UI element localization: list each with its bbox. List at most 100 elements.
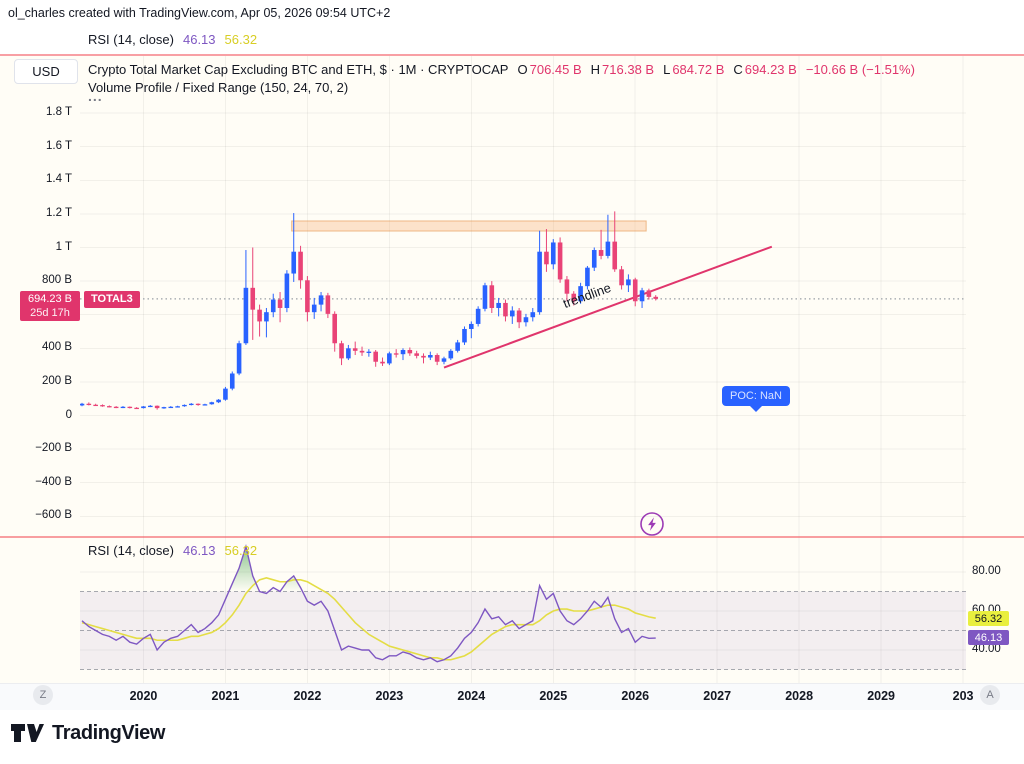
low-value: 684.72 B bbox=[672, 62, 725, 77]
lightning-button[interactable] bbox=[639, 511, 665, 537]
lightning-icon bbox=[640, 512, 664, 536]
candle-body bbox=[359, 350, 365, 353]
candle-body bbox=[346, 348, 351, 359]
tradingview-logo-text: TradingView bbox=[52, 721, 166, 744]
rsi-pane[interactable] bbox=[80, 544, 966, 670]
candle-body bbox=[646, 290, 652, 297]
scroll-right-badge[interactable]: A bbox=[980, 685, 1000, 705]
candle-body bbox=[434, 355, 440, 362]
candle-body bbox=[448, 350, 454, 359]
close-label: C bbox=[733, 62, 743, 77]
candle-body bbox=[441, 358, 447, 362]
candle-body bbox=[421, 355, 426, 358]
candle-body bbox=[564, 279, 570, 294]
candle-body bbox=[503, 302, 508, 317]
candle-body bbox=[407, 349, 413, 354]
candles bbox=[80, 211, 659, 410]
resistance-zone[interactable] bbox=[291, 220, 647, 232]
rsi-pane-value: 46.13 bbox=[182, 543, 216, 558]
candle-body bbox=[516, 310, 522, 323]
price-tick-label: 400 B bbox=[41, 341, 72, 354]
candle-body bbox=[270, 299, 276, 313]
candle-body bbox=[475, 308, 481, 324]
candle-body bbox=[496, 302, 501, 308]
candle-body bbox=[523, 317, 529, 323]
price-tick-label: −200 B bbox=[35, 442, 72, 455]
candle-body bbox=[612, 241, 618, 270]
symbol-title[interactable]: Crypto Total Market Cap Excluding BTC an… bbox=[88, 62, 509, 77]
volume-profile-legend[interactable]: Volume Profile / Fixed Range (150, 24, 7… bbox=[88, 80, 349, 95]
candle-body bbox=[209, 402, 215, 405]
candle-body bbox=[339, 343, 344, 359]
candle-body bbox=[455, 342, 460, 351]
attribution-text: ol_charles created with TradingView.com,… bbox=[8, 6, 391, 20]
candle-body bbox=[284, 273, 290, 308]
candle-body bbox=[154, 405, 160, 409]
candle-body bbox=[632, 279, 638, 302]
grid-lines bbox=[80, 56, 966, 683]
candle-body bbox=[605, 241, 611, 256]
candle-body bbox=[325, 295, 331, 314]
rsi-ma-badge: 56.32 bbox=[968, 611, 1009, 626]
candle-body bbox=[168, 406, 174, 409]
year-label: 2023 bbox=[375, 689, 404, 703]
candle-body bbox=[113, 406, 119, 409]
candle-body bbox=[653, 296, 659, 299]
pane-separator[interactable] bbox=[0, 536, 1024, 538]
candle-body bbox=[557, 242, 563, 280]
candle-body bbox=[93, 404, 98, 407]
price-tick-label: 1.8 T bbox=[46, 106, 72, 119]
candle-body bbox=[469, 323, 474, 329]
scroll-left-badge[interactable]: Z bbox=[33, 685, 53, 705]
candle-body bbox=[80, 403, 85, 406]
candle-body bbox=[305, 280, 310, 313]
year-label: 2025 bbox=[539, 689, 568, 703]
rsi-line bbox=[81, 544, 656, 663]
candle-body bbox=[141, 406, 146, 409]
candle-body bbox=[195, 403, 201, 406]
close-value: 694.23 B bbox=[744, 62, 797, 77]
candle-body bbox=[182, 404, 187, 407]
year-label: 2024 bbox=[457, 689, 486, 703]
year-label: 2028 bbox=[785, 689, 814, 703]
symbol-legend[interactable]: Crypto Total Market Cap Excluding BTC an… bbox=[88, 62, 915, 77]
candle-body bbox=[298, 251, 303, 281]
legend-more-button[interactable]: ... bbox=[88, 88, 103, 104]
trendline-drawing[interactable] bbox=[443, 245, 773, 369]
rsi-tick-label: 80.00 bbox=[972, 565, 1001, 577]
candle-body bbox=[489, 285, 495, 308]
candle-body bbox=[318, 295, 324, 305]
price-pane[interactable] bbox=[80, 211, 966, 410]
pane-separator-top[interactable] bbox=[0, 54, 1024, 56]
rsi-pane-ma-value: 56.32 bbox=[224, 543, 258, 558]
high-value: 716.38 B bbox=[602, 62, 655, 77]
chart-background bbox=[0, 56, 1024, 683]
candle-body bbox=[188, 403, 194, 406]
candle-body bbox=[311, 304, 317, 313]
price-tick-label: 1.2 T bbox=[46, 206, 72, 219]
tradingview-logo-icon bbox=[11, 724, 44, 742]
candle-body bbox=[202, 404, 208, 406]
candle-body bbox=[530, 312, 536, 318]
candle-body bbox=[120, 406, 126, 409]
rsi-overbought-fill bbox=[280, 575, 303, 592]
poc-tooltip: POC: NaN bbox=[722, 386, 790, 412]
candle-body bbox=[591, 250, 597, 268]
candle-body bbox=[107, 406, 112, 408]
price-tick-label: −600 B bbox=[35, 509, 72, 522]
candle-body bbox=[626, 279, 631, 286]
rsi-pane-legend[interactable]: RSI (14, close) 46.13 56.32 bbox=[88, 543, 257, 558]
year-label: 2021 bbox=[211, 689, 240, 703]
price-tick-label: 0 bbox=[65, 408, 72, 421]
change-value: −10.66 B (−1.51%) bbox=[805, 62, 915, 77]
candle-body bbox=[393, 353, 399, 355]
candle-body bbox=[509, 310, 515, 317]
price-tick-label: 1 T bbox=[55, 240, 72, 253]
candle-body bbox=[216, 399, 221, 403]
rsi-legend-label: RSI (14, close) bbox=[88, 32, 174, 47]
time-scale[interactable]: 2020 2021 2022 2023 2024 2025 2026 2027 2028 2029… bbox=[0, 683, 975, 710]
currency-button[interactable]: USD bbox=[14, 59, 78, 84]
tradingview-logo[interactable]: TradingView bbox=[10, 721, 165, 745]
price-tick-label: 1.6 T bbox=[46, 139, 72, 152]
